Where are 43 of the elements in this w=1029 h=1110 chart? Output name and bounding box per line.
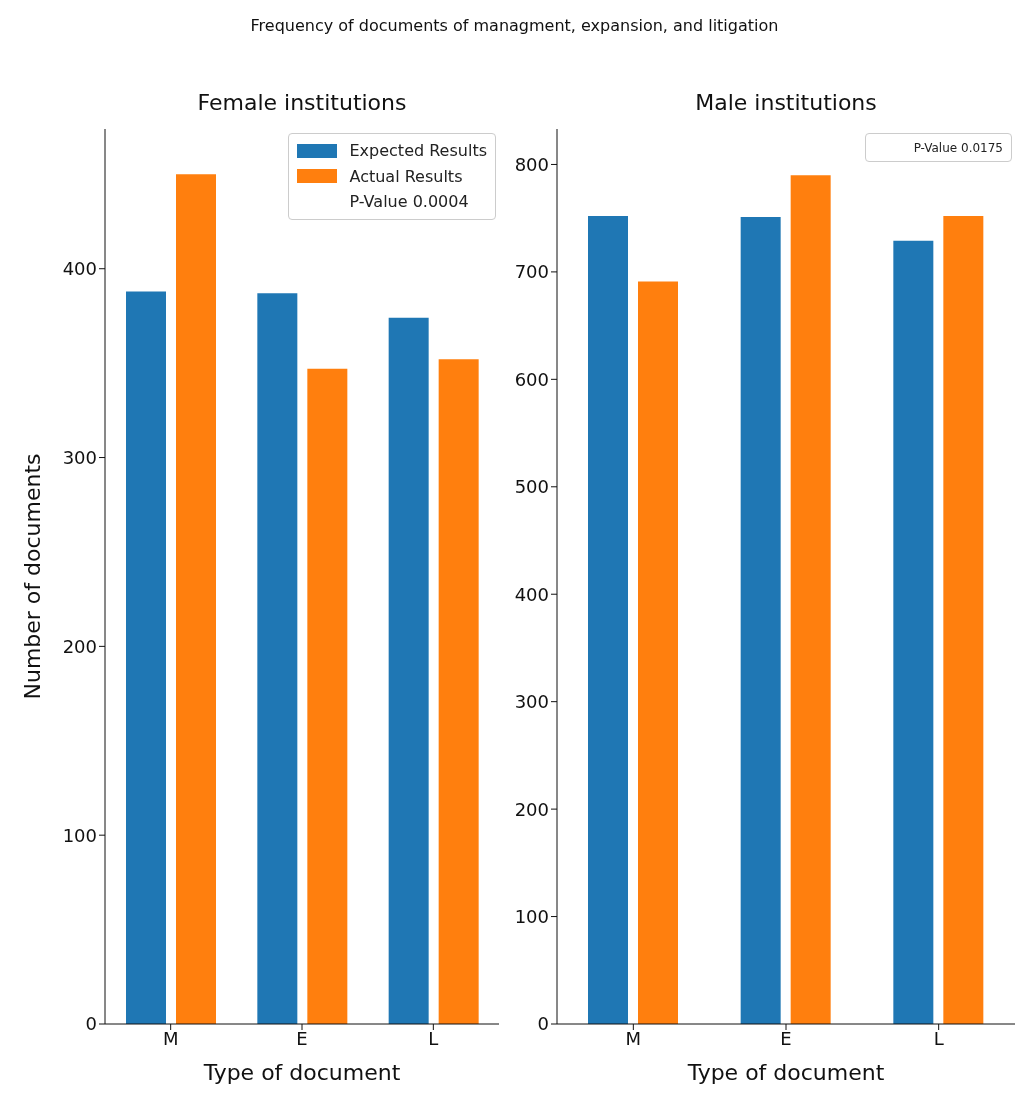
y-tick-label: 800	[514, 153, 549, 175]
bar	[176, 174, 216, 1024]
x-tick-label: L	[428, 1027, 439, 1049]
y-tick-label: 100	[514, 905, 549, 927]
y-tick-label: 0	[537, 1013, 549, 1035]
annotation: P-Value 0.0004	[349, 192, 469, 212]
x-tick-label: M	[625, 1027, 642, 1049]
legend-label: Expected Results	[349, 141, 487, 161]
annotation: P-Value 0.0175	[913, 140, 1003, 155]
x-axis-title: Type of document	[686, 1060, 885, 1085]
text: Frequency of documents of managment, expansion, and litigation	[249, 16, 780, 35]
bar	[588, 216, 628, 1024]
y-tick-label: 400	[62, 258, 97, 280]
y-tick-label: 200	[62, 635, 97, 657]
y-tick-label: 0	[85, 1013, 97, 1035]
x-tick-label: M	[162, 1027, 179, 1049]
x-axis-title: Type of document	[202, 1060, 401, 1085]
chart-title: Male institutions	[694, 90, 878, 115]
y-tick-label: 500	[514, 476, 549, 498]
bar	[257, 293, 298, 1024]
bar	[790, 175, 831, 1024]
x-tick-label: L	[933, 1027, 944, 1049]
y-tick-label: 300	[62, 446, 97, 468]
bar	[126, 291, 166, 1024]
y-tick-label: 700	[514, 261, 549, 283]
x-tick-label: E	[296, 1027, 308, 1049]
y-tick-label: 100	[62, 824, 97, 846]
bar	[943, 216, 984, 1024]
bar	[388, 317, 429, 1024]
y-tick-label: 300	[514, 691, 549, 713]
y-tick-label: 200	[514, 798, 549, 820]
bar	[893, 240, 934, 1024]
bar	[740, 217, 781, 1024]
chart-title: Female institutions	[196, 90, 408, 115]
bar	[307, 368, 348, 1024]
y-tick-label: 600	[514, 368, 549, 390]
legend-label: Actual Results	[349, 166, 463, 186]
y-tick-label: 400	[514, 583, 549, 605]
bar	[438, 359, 479, 1024]
y-axis-title: Number of documents	[19, 453, 45, 700]
x-tick-label: E	[780, 1027, 792, 1049]
bar	[638, 281, 678, 1024]
legend-box: P-Value 0.0175	[864, 133, 1012, 163]
